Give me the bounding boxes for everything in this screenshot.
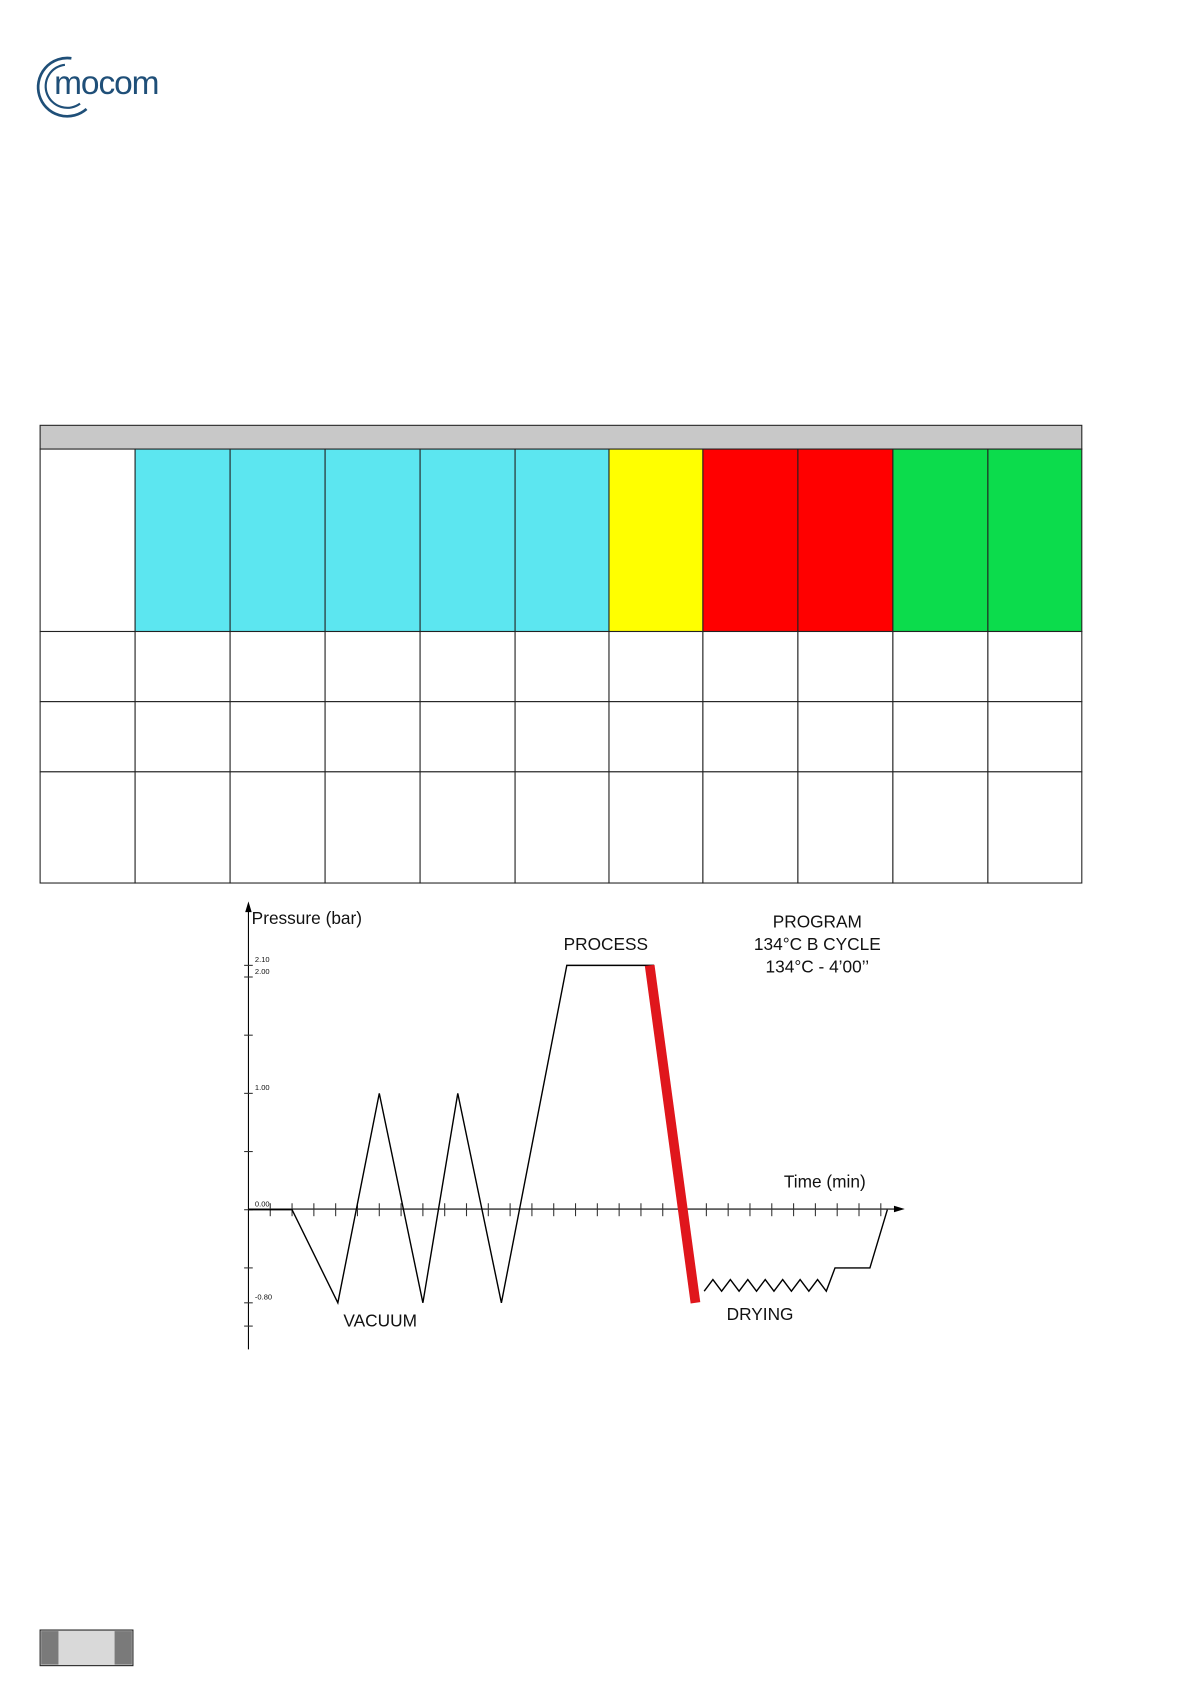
y-tick-label: 2.10 <box>255 955 270 964</box>
table-cell <box>514 701 610 773</box>
table-cell <box>797 448 894 633</box>
table-cell <box>797 630 894 703</box>
table-cell <box>39 630 136 703</box>
footer-box-end <box>114 1631 132 1665</box>
table-cell <box>608 701 704 773</box>
table-cell <box>324 701 421 773</box>
table-cell <box>229 771 326 884</box>
program-label: 134°C - 4’00’’ <box>766 957 870 977</box>
table-cell <box>419 701 516 773</box>
table-cell <box>797 701 894 773</box>
table-cell <box>702 701 799 773</box>
table-cell <box>134 630 231 703</box>
table-cell <box>229 448 326 633</box>
table-cell <box>702 448 799 633</box>
program-label: 134°C B CYCLE <box>754 934 881 954</box>
table-cell <box>419 771 516 884</box>
annotation: PROCESS <box>564 934 648 954</box>
table-cell <box>39 448 136 633</box>
program-label: PROGRAM <box>773 911 862 931</box>
table-cell <box>134 771 231 884</box>
x-axis-title: Time (min) <box>784 1171 866 1191</box>
table-cell <box>987 448 1083 633</box>
pressure-line <box>248 964 655 1305</box>
table-cell <box>514 771 610 884</box>
y-tick-label: -0.80 <box>255 1293 272 1302</box>
table-cell <box>134 448 231 633</box>
table-cell <box>608 771 704 884</box>
table-cell <box>892 771 989 884</box>
axis-arrow <box>245 901 252 913</box>
table-cell <box>892 630 989 703</box>
table-cell <box>39 771 136 884</box>
axis-arrow <box>893 1205 905 1213</box>
table-cell <box>134 701 231 773</box>
table-cell <box>324 448 421 633</box>
table-cell <box>987 630 1083 703</box>
y-axis-title: Pressure (bar) <box>252 908 362 928</box>
y-tick-label: 1.00 <box>255 1083 270 1092</box>
logo: mocom <box>36 56 159 118</box>
logo-arc <box>36 56 88 118</box>
table-cell <box>514 448 610 633</box>
annotation: DRYING <box>727 1304 794 1324</box>
logo-text: mocom <box>54 65 158 102</box>
footer-box-end <box>41 1631 59 1665</box>
annotation: VACUUM <box>343 1311 417 1331</box>
pressure-line <box>644 964 701 1304</box>
table-cell <box>419 448 516 633</box>
table-cell <box>702 630 799 703</box>
table-cell <box>419 630 516 703</box>
table-cell <box>229 630 326 703</box>
table-cell <box>892 701 989 773</box>
table-cell <box>608 630 704 703</box>
table-cell <box>39 701 136 773</box>
table-cell <box>892 448 989 633</box>
chart: Pressure (bar) Time (min) PROCESS VACUUM… <box>244 901 905 1350</box>
y-tick-label: 0.00 <box>255 1199 270 1208</box>
y-tick-label: 2.00 <box>255 967 270 976</box>
table-header-bar <box>39 424 1083 450</box>
table-cell <box>324 630 421 703</box>
footer-tab <box>39 1629 134 1667</box>
table-cell <box>702 771 799 884</box>
table-cell <box>987 701 1083 773</box>
table-body <box>39 630 1083 884</box>
table-cell <box>987 771 1083 884</box>
table-cell <box>797 771 894 884</box>
table <box>39 424 1083 884</box>
logo-arc <box>44 63 81 109</box>
table-cell <box>324 771 421 884</box>
table-cell <box>608 448 704 633</box>
table-cell <box>514 630 610 703</box>
pressure-line <box>703 1209 889 1293</box>
table-cell <box>229 701 326 773</box>
